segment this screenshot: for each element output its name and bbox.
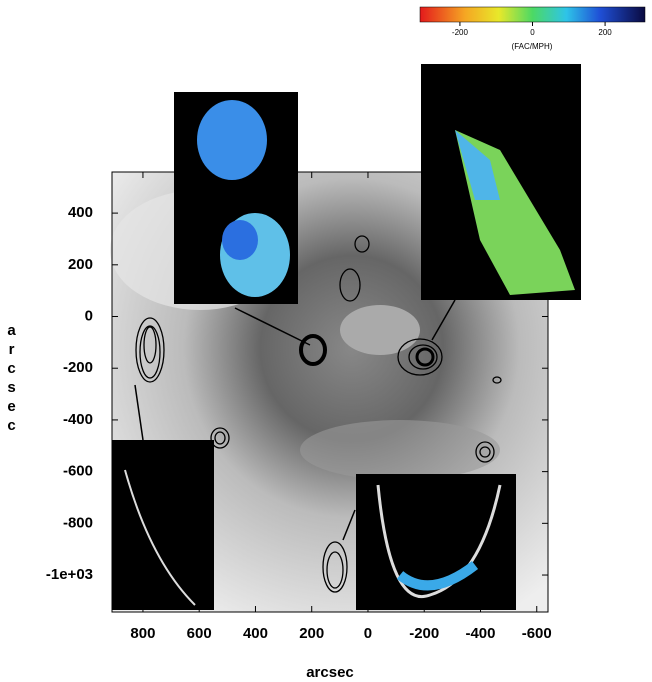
x-tick-label: -400 <box>465 625 495 642</box>
y-axis-label: arcsec <box>3 322 20 436</box>
inset-blob <box>396 561 479 591</box>
y-tick-label: -200 <box>63 359 93 376</box>
x-tick-label: 0 <box>364 625 372 642</box>
inset <box>112 440 214 610</box>
colorbar: (FAC/MPH) -200 0 200 <box>419 6 646 51</box>
y-tick-label: -600 <box>63 463 93 480</box>
gray-patch <box>300 420 500 480</box>
y-tick-label: -800 <box>63 514 93 531</box>
contours <box>135 235 502 593</box>
inset-blob <box>197 100 267 180</box>
x-tick-label: 800 <box>130 625 155 642</box>
plot-frame <box>111 171 549 613</box>
insets <box>112 64 581 610</box>
colorbar-ramp <box>419 6 646 23</box>
colorbar-label: (FAC/MPH) <box>512 42 553 51</box>
x-axis-label: arcsec <box>306 664 354 681</box>
x-tick-label: 600 <box>187 625 212 642</box>
inset-blob <box>455 130 500 200</box>
inset-blob <box>222 220 258 260</box>
y-tick-label: 0 <box>85 307 93 324</box>
inset-arc <box>124 469 196 606</box>
y-tick-label: 400 <box>68 204 93 221</box>
y-tick-label: -400 <box>63 411 93 428</box>
x-tick-label: 200 <box>299 625 324 642</box>
x-tick-label: -600 <box>522 625 552 642</box>
leader-lines <box>134 299 456 541</box>
gray-patch <box>340 305 420 355</box>
y-tick-label: 200 <box>68 256 93 273</box>
colorbar-tick-label: 0 <box>530 28 535 37</box>
x-tick-label: 400 <box>243 625 268 642</box>
x-tick-label: -200 <box>409 625 439 642</box>
y-tick-label: -1e+03 <box>46 566 93 583</box>
colorbar-tick-label: 200 <box>598 28 612 37</box>
colorbar-tick-label: -200 <box>452 28 469 37</box>
inset-arc <box>376 484 502 598</box>
